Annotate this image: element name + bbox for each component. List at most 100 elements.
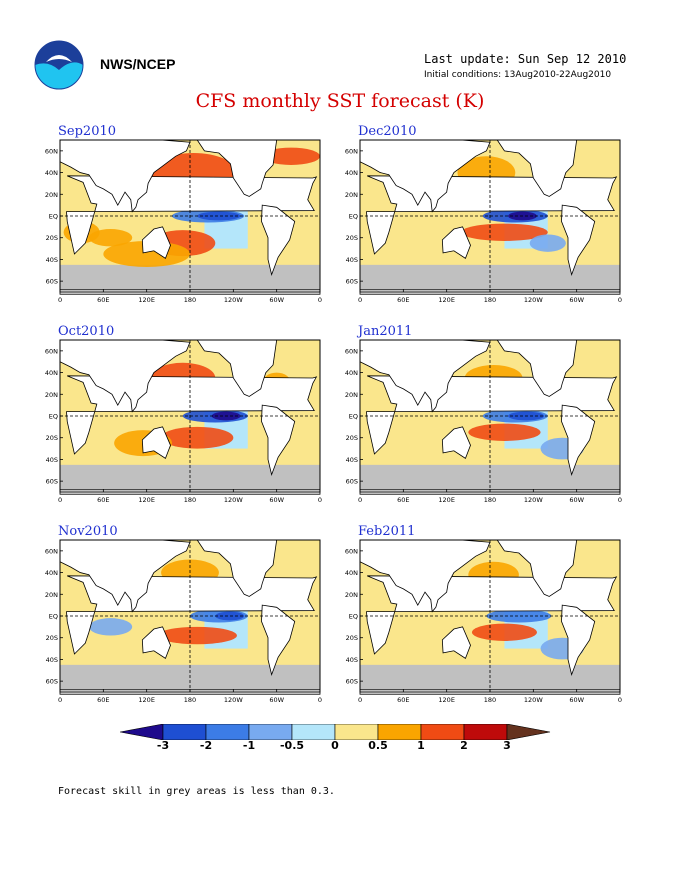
lat-label: 60S: [346, 278, 358, 286]
landmass: [59, 539, 191, 613]
lat-label: 60N: [345, 547, 358, 555]
lon-label: 120W: [224, 296, 243, 304]
lat-label: 40S: [346, 256, 358, 264]
lat-label: 40S: [46, 456, 58, 464]
lon-label: 120W: [524, 696, 543, 704]
color-legend: [120, 724, 551, 740]
lat-label: EQ: [349, 213, 358, 221]
lon-label: 60E: [97, 296, 109, 304]
legend-swatch: [205, 724, 250, 740]
panel-title: Sep2010: [58, 124, 117, 139]
landmass: [141, 626, 171, 659]
lat-label: 20S: [46, 434, 58, 442]
landmass: [196, 539, 278, 597]
lat-label: 60N: [45, 347, 58, 355]
lat-label: 20N: [345, 191, 358, 199]
landmass: [261, 604, 296, 676]
lon-label: 120E: [438, 696, 455, 704]
sst-map: 60N 40N 20N EQ 20S 40S 60S 0 60E 120E 180 120W 60W 0: [345, 539, 622, 704]
anomaly-region: [157, 626, 237, 645]
lon-label: 0: [318, 296, 322, 304]
lat-label: 60S: [346, 678, 358, 686]
lon-label: 60E: [397, 496, 409, 504]
lat-label: 40N: [45, 169, 58, 177]
landmass: [561, 404, 596, 476]
lat-label: 20N: [345, 391, 358, 399]
landmass: [561, 204, 596, 276]
lat-label: 40S: [346, 456, 358, 464]
lon-label: 180: [184, 296, 196, 304]
lat-label: EQ: [49, 413, 58, 421]
lat-label: 40N: [345, 169, 358, 177]
landmass: [496, 339, 578, 397]
landmass: [441, 626, 471, 659]
landmass: [141, 426, 171, 459]
legend-swatch: [291, 724, 336, 740]
lon-label: 180: [184, 696, 196, 704]
lon-label: 60E: [97, 696, 109, 704]
legend-label: -1: [242, 739, 256, 752]
lat-label: 60N: [345, 347, 358, 355]
lon-label: 60E: [397, 296, 409, 304]
landmass: [496, 139, 578, 197]
lat-label: 60S: [46, 478, 58, 486]
landmass: [59, 339, 191, 413]
lon-label: 180: [184, 496, 196, 504]
lon-label: 120E: [138, 496, 155, 504]
lat-label: 60N: [45, 547, 58, 555]
map-panel: Sep2010 60N 40N 20N EQ 20S 40S 60S 0 60E 120E 180 1…: [45, 124, 328, 314]
landmass: [359, 339, 491, 413]
lat-label: EQ: [349, 613, 358, 621]
legend-swatch: [506, 724, 551, 740]
legend-label: -0.5: [279, 739, 305, 752]
lat-label: 20S: [346, 634, 358, 642]
anomaly-region: [486, 609, 552, 623]
legend-label: 3: [503, 739, 511, 752]
lon-label: 60W: [269, 496, 284, 504]
lon-label: 0: [318, 696, 322, 704]
lat-label: 40S: [346, 656, 358, 664]
landmass: [59, 139, 191, 213]
lon-label: 60E: [397, 696, 409, 704]
anomaly-region: [197, 211, 241, 221]
legend-label: 0.5: [368, 739, 388, 752]
lat-label: 40S: [46, 256, 58, 264]
lat-label: 20N: [45, 191, 58, 199]
map-panel: Oct2010 60N 40N 20N EQ 20S 40S 60S 0 60E 120E 180 1…: [45, 324, 328, 514]
lon-label: 0: [618, 296, 622, 304]
landmass: [141, 226, 171, 259]
lon-label: 0: [618, 496, 622, 504]
lat-label: 60N: [345, 147, 358, 155]
lon-label: 120W: [224, 696, 243, 704]
anomaly-region: [215, 611, 245, 621]
panel-title: Jan2011: [358, 324, 413, 339]
lat-label: 40N: [345, 369, 358, 377]
landmass: [196, 339, 278, 397]
lon-label: 0: [58, 696, 62, 704]
sst-map: 60N 40N 20N EQ 20S 40S 60S 0 60E 120E 180 120W 60W 0: [45, 539, 322, 704]
lat-label: 20N: [345, 591, 358, 599]
lon-label: 0: [58, 296, 62, 304]
lon-label: 120E: [138, 696, 155, 704]
legend-swatch: [120, 724, 164, 740]
lat-label: 40N: [45, 569, 58, 577]
landmass: [496, 539, 578, 597]
lat-label: 40S: [46, 656, 58, 664]
page-title: CFS monthly SST forecast (K): [195, 90, 485, 112]
legend-label: 2: [460, 739, 468, 752]
anomaly-region: [529, 234, 566, 252]
anomaly-region: [262, 147, 320, 165]
landmass: [359, 539, 491, 613]
lon-label: 120W: [524, 296, 543, 304]
initial-conditions: Initial conditions: 13Aug2010-22Aug2010: [424, 70, 612, 80]
landmass: [261, 204, 296, 276]
lat-label: EQ: [349, 413, 358, 421]
lon-label: 180: [484, 496, 496, 504]
map-panel: Dec2010 60N 40N 20N EQ 20S 40S 60S 0 60E 120E 180 1…: [345, 124, 628, 314]
lon-label: 0: [358, 496, 362, 504]
lat-label: 40N: [345, 569, 358, 577]
anomaly-region: [461, 223, 548, 241]
agency-label: NWS/NCEP: [100, 56, 176, 72]
lat-label: 20N: [45, 391, 58, 399]
landmass: [359, 139, 491, 213]
